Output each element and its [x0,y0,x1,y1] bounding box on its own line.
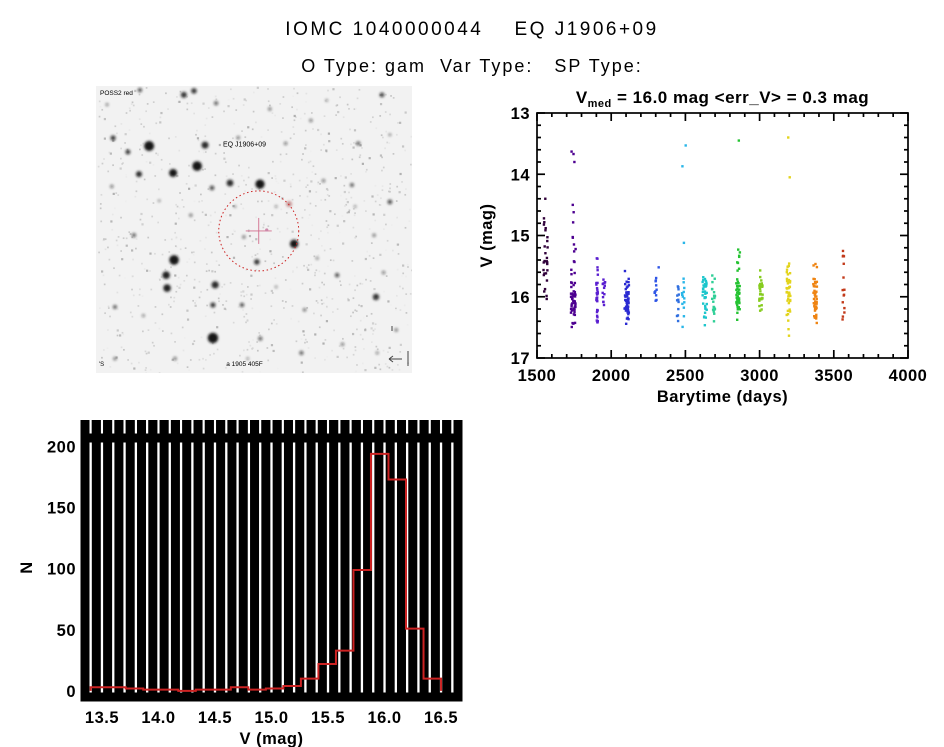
undefined [80,420,463,702]
svg-text:150: 150 [47,500,76,518]
svg-text:100: 100 [47,561,76,579]
scatter-axes [536,112,909,359]
svg-text:13.5: 13.5 [85,709,119,727]
lightcurve-scatter-svg: Vmed = 16.0 mag <err_V> = 0.3 mag1314151… [478,88,928,406]
histogram-tick-labels: 0 50 100 150 200 13.5 14.0 14.5 15.0 15.5 16.0 16.5 [47,439,458,727]
svg-text:16: 16 [511,289,530,307]
compass-icon [388,326,409,366]
finder-background [96,86,412,373]
histogram-bars [89,452,443,692]
histogram-ylabel: N [18,561,36,573]
svg-text:3000: 3000 [740,367,779,385]
finder-target-name-label: EQ J1906+09 [223,141,266,148]
finder-noise [97,86,413,375]
scatter-xlabel: Barytime (days) [657,388,788,406]
magnitude-histogram-svg: 0 50 100 150 200 13.5 14.0 14.5 15.0 15.5 16.0 16.5… [18,420,463,747]
svg-text:17: 17 [511,350,530,368]
svg-text:2000: 2000 [592,367,631,385]
svg-text:14.0: 14.0 [141,709,175,727]
histogram-xlabel: V (mag) [239,730,303,747]
histogram-panel: 0 50 100 150 200 13.5 14.0 14.5 15.0 15.5 16.0 16.5… [0,420,490,747]
lightcurve-panel: Vmed = 16.0 mag <err_V> = 0.3 mag 13 14 15 1… [460,85,944,410]
page-subtitle: O Type: gam Var Type: SP Type: [301,56,643,76]
svg-text:3500: 3500 [814,367,853,385]
svg-text:14.5: 14.5 [198,709,232,727]
scatter-ylabel: V (mag) [478,203,496,267]
svg-text:15.5: 15.5 [311,709,345,727]
page-title: IOMC 1040000044 EQ J1906+09 [285,19,659,40]
finder-survey-label: POSS2 red [100,90,133,97]
finder-stars [105,87,399,361]
svg-text:16.0: 16.0 [367,709,401,727]
scatter-title: Vmed = 16.0 mag <err_V> = 0.3 mag [576,88,869,110]
target-source-dot [265,228,269,232]
svg-text:15: 15 [511,228,530,246]
svg-text:16.5: 16.5 [424,709,458,727]
svg-text:14: 14 [511,166,531,184]
svg-text:15.0: 15.0 [254,709,288,727]
svg-text:2500: 2500 [666,367,705,385]
finder-corner-label: 'S [99,362,104,368]
finder-chart-panel: POSS2 red EQ J1906+09 a 1905 405F 'S [96,86,413,375]
svg-text:0: 0 [66,683,76,701]
finder-bottom-label: a 1905 405F [226,361,263,368]
target-circle [218,190,300,272]
finder-chart-image: POSS2 red EQ J1906+09 a 1905 405F 'S [96,86,413,375]
svg-text:50: 50 [57,622,76,640]
finder-red-smudge [286,200,293,207]
svg-text:4000: 4000 [889,367,928,385]
svg-text:1500: 1500 [518,367,557,385]
svg-text:200: 200 [47,439,76,457]
svg-text:13: 13 [511,105,530,123]
scatter-points [542,136,846,337]
